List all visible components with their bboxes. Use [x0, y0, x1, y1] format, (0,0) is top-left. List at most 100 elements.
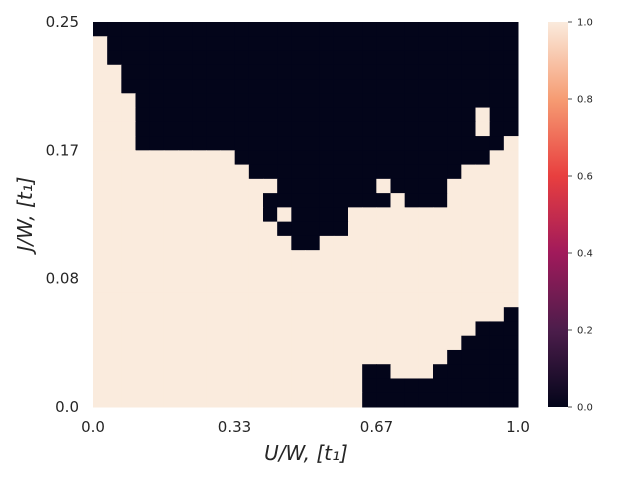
heatmap-cell — [489, 235, 505, 251]
heatmap-cell — [433, 22, 448, 37]
heatmap-cell — [475, 193, 491, 208]
heatmap-cell — [178, 107, 193, 123]
heatmap-cell — [220, 221, 236, 237]
heatmap-cell — [277, 193, 292, 208]
heatmap-cell — [93, 349, 108, 365]
heatmap-cell — [291, 364, 306, 379]
heatmap-cell — [121, 22, 136, 37]
heatmap-cell — [362, 392, 377, 408]
heatmap-cell — [362, 349, 377, 365]
heatmap-cell — [404, 36, 420, 52]
heatmap-cell — [475, 250, 491, 265]
heatmap-cell — [291, 193, 306, 208]
heatmap-cell — [461, 193, 476, 208]
heatmap-cell — [163, 378, 179, 394]
heatmap-cell — [390, 235, 406, 251]
heatmap-cell — [461, 121, 476, 137]
heatmap-cell — [447, 235, 462, 251]
heatmap-cell — [433, 235, 448, 251]
heatmap-cell — [263, 264, 278, 280]
heatmap-cell — [163, 178, 179, 194]
heatmap-cell — [461, 335, 476, 351]
heatmap-cell — [390, 364, 406, 379]
heatmap-cell — [333, 221, 349, 237]
heatmap-cell — [447, 321, 462, 337]
heatmap-cell — [348, 278, 363, 294]
heatmap-cell — [121, 292, 136, 308]
heatmap-cell — [93, 207, 108, 223]
heatmap-cell — [121, 335, 136, 351]
heatmap-cell — [418, 321, 434, 337]
heatmap-cell — [348, 193, 363, 208]
heatmap-cell — [220, 307, 236, 322]
heatmap-cell — [206, 64, 221, 80]
heatmap-cell — [248, 107, 264, 123]
heatmap-cell — [93, 235, 108, 251]
heatmap-cell — [319, 378, 335, 394]
heatmap-cell — [248, 193, 264, 208]
heatmap-cell — [163, 136, 179, 151]
heatmap-cell — [107, 321, 122, 337]
heatmap-cell — [489, 36, 505, 52]
heatmap-cell — [234, 64, 250, 80]
heatmap-cell — [376, 93, 391, 109]
heatmap-cell — [305, 221, 321, 237]
heatmap-cell — [149, 93, 165, 109]
heatmap-cell — [418, 150, 434, 166]
heatmap-cell — [192, 235, 207, 251]
heatmap-cell — [121, 235, 136, 251]
heatmap-cell — [390, 50, 406, 66]
heatmap-cell — [291, 136, 306, 151]
heatmap-cell — [461, 221, 476, 237]
heatmap-cell — [220, 64, 236, 80]
heatmap-cell — [178, 378, 193, 394]
heatmap-cell — [93, 50, 108, 66]
heatmap-cell — [135, 121, 151, 137]
heatmap-cell — [333, 335, 349, 351]
heatmap-cell — [135, 307, 151, 322]
heatmap-cell — [404, 178, 420, 194]
heatmap-cell — [475, 335, 491, 351]
heatmap-cell — [206, 264, 221, 280]
heatmap-cell — [178, 64, 193, 80]
heatmap-cell — [107, 121, 122, 137]
heatmap-cell — [489, 321, 505, 337]
heatmap-cell — [447, 64, 462, 80]
heatmap-cell — [206, 335, 221, 351]
heatmap-cell — [234, 178, 250, 194]
heatmap-cell — [178, 50, 193, 66]
heatmap-cell — [135, 321, 151, 337]
heatmap-cell — [404, 93, 420, 109]
heatmap-cell — [390, 93, 406, 109]
heatmap-cell — [503, 321, 519, 337]
heatmap-cell — [305, 364, 321, 379]
heatmap-cell — [475, 235, 491, 251]
heatmap-cell — [121, 121, 136, 137]
heatmap-cell — [135, 278, 151, 294]
heatmap-cell — [263, 36, 278, 52]
heatmap-cell — [362, 235, 377, 251]
heatmap-cell — [135, 36, 151, 52]
heatmap-cell — [107, 107, 122, 123]
heatmap-cell — [192, 292, 207, 308]
heatmap-cell — [248, 278, 264, 294]
heatmap-cell — [93, 64, 108, 80]
heatmap-cell — [263, 307, 278, 322]
heatmap-cell — [277, 79, 292, 94]
heatmap-cell — [277, 321, 292, 337]
heatmap-cell — [263, 150, 278, 166]
heatmap-cell — [206, 22, 221, 37]
heatmap-cell — [418, 392, 434, 408]
heatmap-cell — [277, 378, 292, 394]
heatmap-cell — [107, 150, 122, 166]
heatmap-cell — [291, 93, 306, 109]
heatmap-cell — [447, 164, 462, 180]
heatmap-cell — [461, 178, 476, 194]
heatmap-cell — [376, 378, 391, 394]
heatmap-cell — [192, 278, 207, 294]
heatmap-cell — [149, 150, 165, 166]
heatmap-cell — [390, 264, 406, 280]
heatmap-cell — [163, 36, 179, 52]
heatmap-cell — [333, 264, 349, 280]
heatmap-cell — [107, 278, 122, 294]
